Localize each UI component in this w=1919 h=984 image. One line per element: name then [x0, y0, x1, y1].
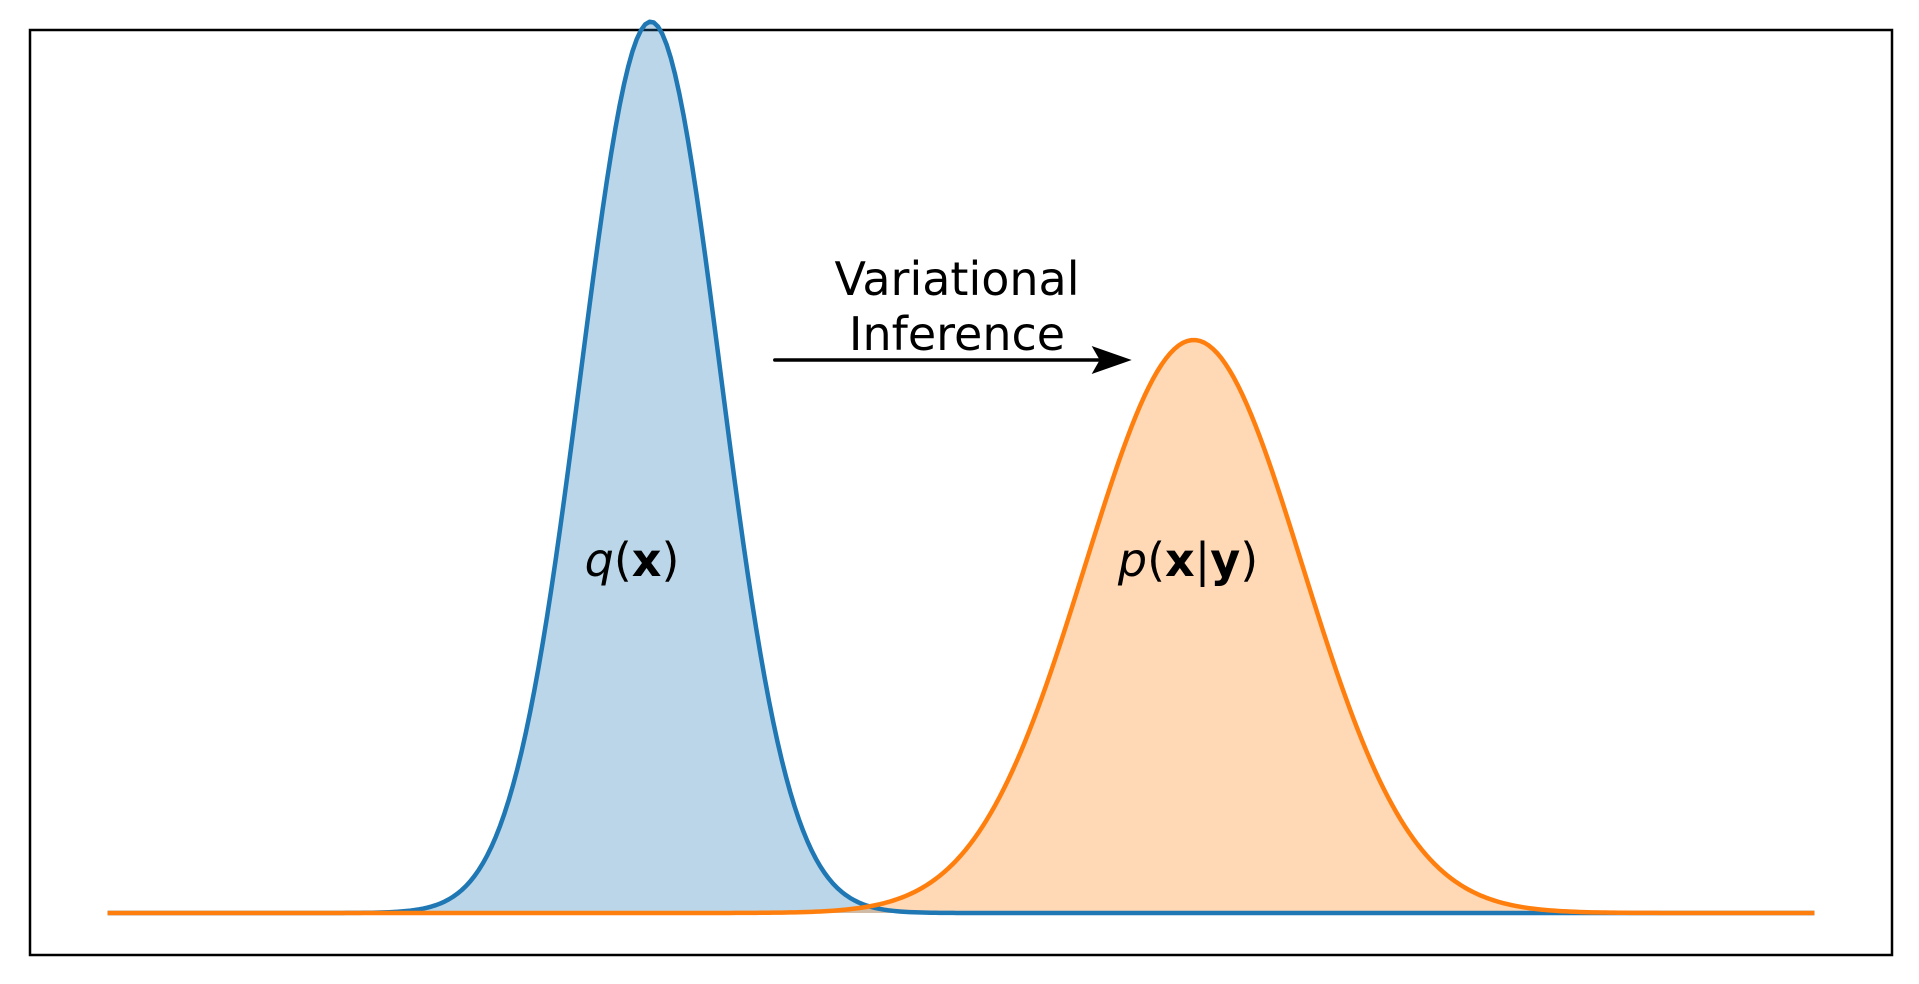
q-distribution-label: q(x): [585, 533, 680, 587]
plot-frame: [28, 28, 1894, 957]
curve-layer: [107, 19, 1815, 916]
annotation-line-2: Inference: [849, 307, 1065, 361]
arrow-head: [1091, 346, 1132, 375]
variational-inference-annotation: Variational Inference: [773, 252, 1132, 375]
p-density-curve: [107, 337, 1815, 916]
annotation-line-1: Variational: [834, 252, 1079, 306]
p-distribution-label: p(x|y): [1117, 533, 1258, 588]
